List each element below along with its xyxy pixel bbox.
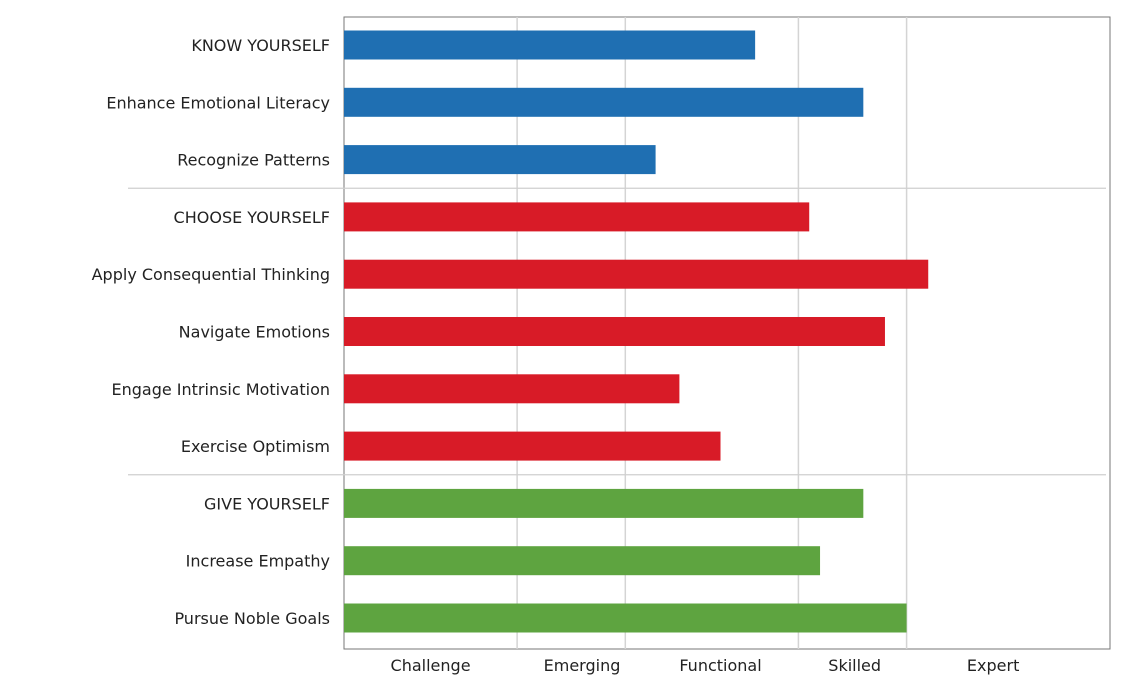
category-label-10: Pursue Noble Goals <box>174 609 330 628</box>
category-label-8: GIVE YOURSELF <box>204 494 330 513</box>
bar-1 <box>344 87 864 117</box>
bar-5 <box>344 317 885 346</box>
category-label-9: Increase Empathy <box>186 552 330 571</box>
category-label-4: Apply Consequential Thinking <box>92 265 330 284</box>
bar-8 <box>344 488 864 518</box>
category-label-7: Exercise Optimism <box>181 437 330 456</box>
category-label-1: Enhance Emotional Literacy <box>106 93 330 112</box>
x-tick-label-1: Emerging <box>544 656 621 675</box>
bar-2 <box>344 145 656 175</box>
category-labels: KNOW YOURSELF Enhance Emotional Literacy R… <box>92 36 330 628</box>
bars <box>344 30 929 633</box>
x-tick-label-4: Expert <box>967 656 1019 675</box>
category-label-0: KNOW YOURSELF <box>191 36 330 55</box>
bar-6 <box>344 374 680 404</box>
category-label-2: Recognize Patterns <box>177 151 330 170</box>
category-label-3: CHOOSE YOURSELF <box>174 208 330 227</box>
bar-7 <box>344 431 721 461</box>
category-label-5: Navigate Emotions <box>179 323 330 342</box>
x-tick-label-0: Challenge <box>391 656 471 675</box>
bar-9 <box>344 546 821 576</box>
x-tick-label-3: Skilled <box>828 656 881 675</box>
bar-4 <box>344 259 929 289</box>
category-label-6: Engage Intrinsic Motivation <box>112 380 331 399</box>
x-tick-label-2: Functional <box>679 656 761 675</box>
bar-0 <box>344 30 756 60</box>
group-separators <box>128 187 1106 476</box>
bar-10 <box>344 603 907 633</box>
bar-3 <box>344 202 810 232</box>
x-axis-tick-labels: Challenge Emerging Functional Skilled Expert <box>391 656 1020 675</box>
